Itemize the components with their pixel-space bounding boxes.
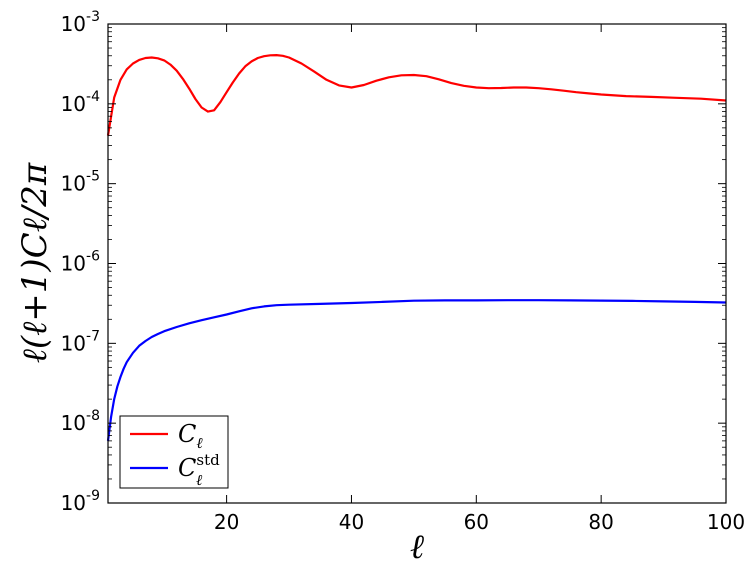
- x-tick-label-2: 60: [464, 510, 489, 534]
- x-tick-label-0: 20: [214, 510, 239, 534]
- x-tick-label-4: 100: [707, 510, 745, 534]
- y-axis-label: ℓ(ℓ+1)Cℓ/2π: [15, 162, 55, 363]
- y-tick-label-3: 10-6: [61, 249, 101, 276]
- y-tick-label-6: 10-3: [61, 9, 100, 36]
- y-tick-label-1: 10-8: [61, 408, 100, 435]
- legend-box: [119, 415, 229, 489]
- labels-layer: 20 40 60 80 100 10-9 10-8 10-7 10-6 10-5 10-4 10-3: [61, 9, 746, 534]
- y-tick-label-5: 10-4: [61, 89, 101, 116]
- plot-frame: [107, 23, 727, 504]
- legend-label-1: Cstd ℓ: [178, 451, 220, 489]
- x-tick-label-1: 40: [339, 510, 364, 534]
- y-tick-label-4: 10-5: [61, 169, 100, 196]
- x-tick-label-3: 80: [588, 510, 613, 534]
- series-line-0: [106, 54, 727, 136]
- series-layer: [106, 54, 727, 442]
- y-tick-label-0: 10-9: [61, 488, 100, 515]
- y-tick-label-2: 10-7: [61, 328, 100, 355]
- series-line-1: [106, 299, 727, 442]
- legend-label-0: Cℓ: [178, 420, 203, 452]
- x-axis-label: ℓ: [410, 527, 424, 567]
